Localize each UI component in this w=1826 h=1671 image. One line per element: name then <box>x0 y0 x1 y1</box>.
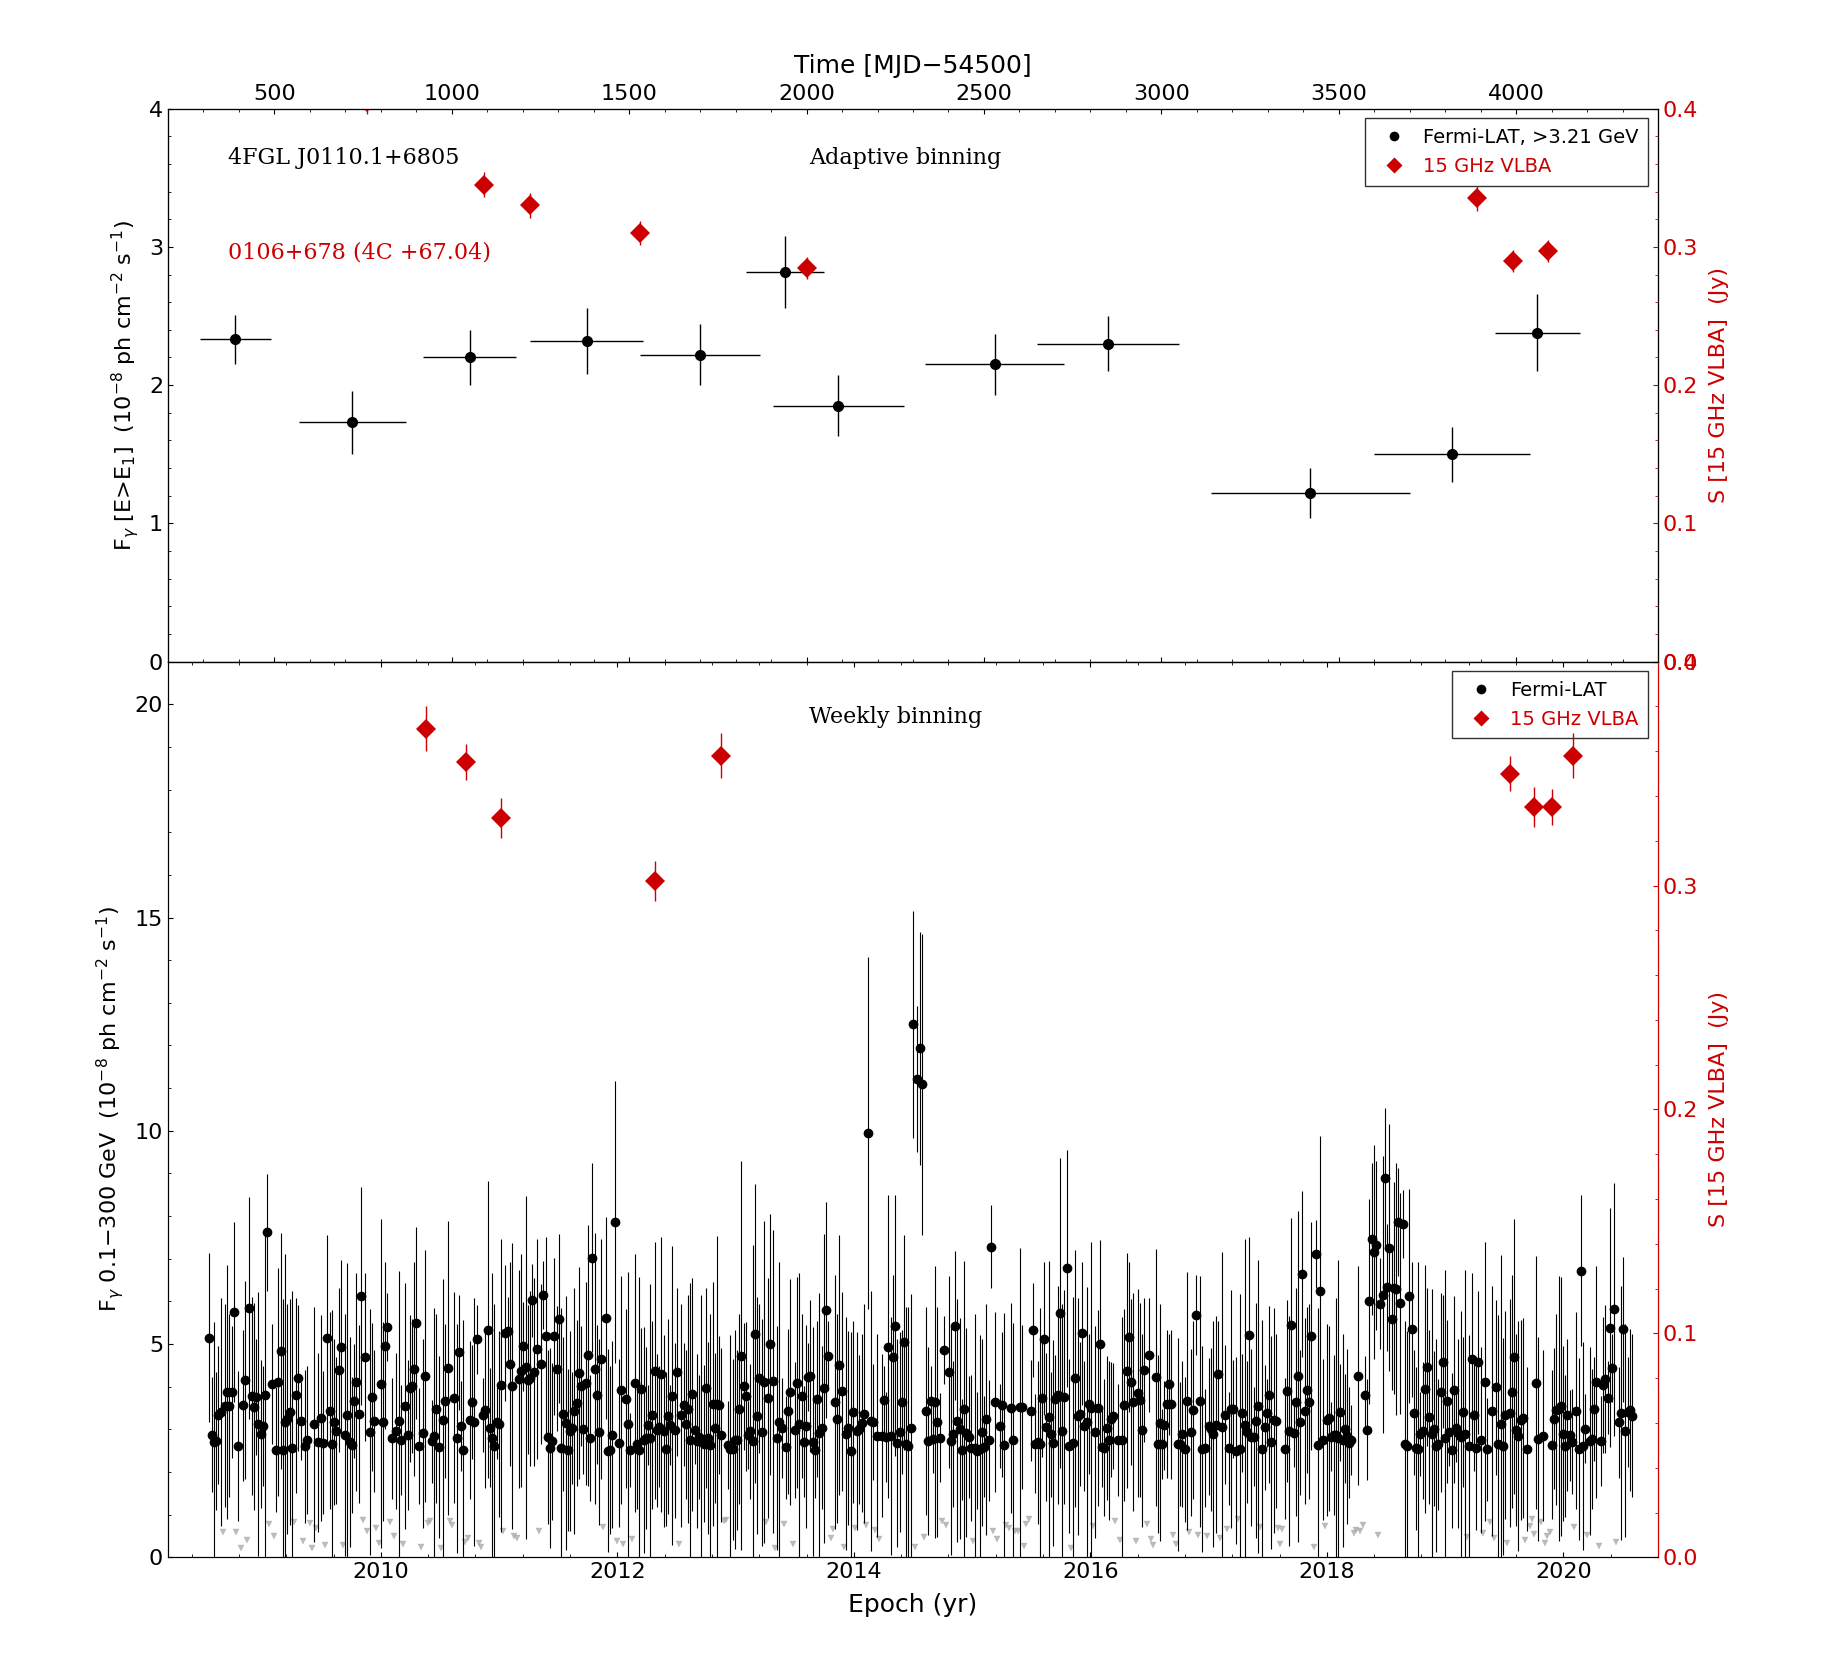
Y-axis label: S [15 GHz VLBA]  (Jy): S [15 GHz VLBA] (Jy) <box>1709 267 1729 503</box>
Y-axis label: F$_\gamma$ [E>E$_1$]  (10$^{-8}$ ph cm$^{-2}$ s$^{-1}$): F$_\gamma$ [E>E$_1$] (10$^{-8}$ ph cm$^{… <box>108 219 141 550</box>
Y-axis label: S [15 GHz VLBA]  (Jy): S [15 GHz VLBA] (Jy) <box>1709 991 1729 1228</box>
Text: Weekly binning: Weekly binning <box>809 707 982 729</box>
X-axis label: Epoch (yr): Epoch (yr) <box>849 1594 977 1618</box>
Legend: Fermi-LAT, 15 GHz VLBA: Fermi-LAT, 15 GHz VLBA <box>1452 672 1649 739</box>
Text: 4FGL J0110.1+6805: 4FGL J0110.1+6805 <box>228 147 458 169</box>
Legend: Fermi-LAT, >3.21 GeV, 15 GHz VLBA: Fermi-LAT, >3.21 GeV, 15 GHz VLBA <box>1364 119 1649 185</box>
X-axis label: Time [MJD−54500]: Time [MJD−54500] <box>794 53 1032 77</box>
Y-axis label: F$_\gamma$ 0.1$-$300 GeV  (10$^{-8}$ ph cm$^{-2}$ s$^{-1}$): F$_\gamma$ 0.1$-$300 GeV (10$^{-8}$ ph c… <box>95 907 126 1312</box>
Text: 0106+678 (4C +67.04): 0106+678 (4C +67.04) <box>228 241 491 264</box>
Text: Adaptive binning: Adaptive binning <box>809 147 1001 169</box>
